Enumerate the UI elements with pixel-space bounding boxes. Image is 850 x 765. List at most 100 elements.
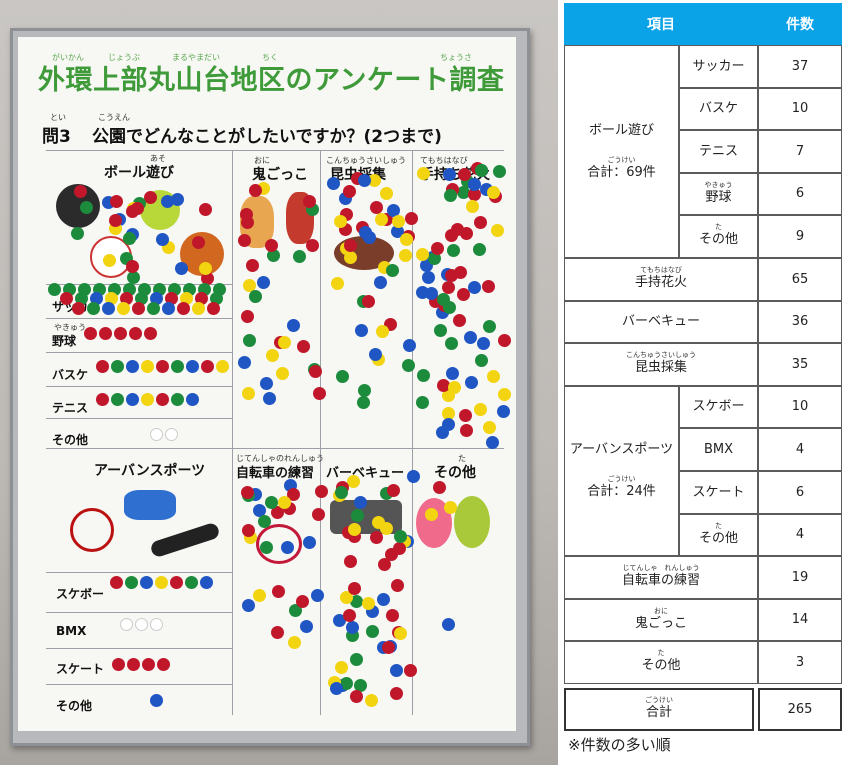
sticker-dot (416, 286, 429, 300)
sticker-dot (199, 261, 213, 275)
ruby-text: おに (654, 606, 668, 615)
cell-text: 265 (787, 701, 813, 717)
sticker-dot (399, 249, 413, 263)
sticker-dot (368, 173, 382, 187)
sticker-dot (400, 232, 414, 246)
sticker-dot (380, 186, 394, 200)
sticker-dot (344, 555, 358, 569)
cell-text: 4 (795, 441, 805, 457)
cell-text: その他 (698, 232, 738, 248)
ruby-text: た (715, 223, 722, 232)
sticker-dot (278, 336, 292, 350)
sticker-dot (156, 393, 169, 406)
cell-text: BMX (703, 441, 734, 457)
grid-line (46, 448, 504, 449)
sticker-dot (459, 226, 473, 240)
cell-title-bbq: バーベキュー (326, 466, 405, 481)
cell-text: スケート (692, 484, 745, 500)
sub-item-cell: スケボー (679, 385, 758, 429)
cell-ruby: てもちはなび (420, 156, 468, 165)
sticker-dot (102, 302, 115, 315)
sticker-dot (365, 693, 379, 707)
sticker-dot (374, 276, 388, 290)
sticker-dot (84, 327, 97, 340)
sticker-dot (200, 272, 214, 286)
sticker-dot (99, 327, 112, 340)
sticker-dot (271, 584, 285, 598)
cell-text: 36 (791, 314, 809, 330)
sticker-dot (125, 259, 139, 273)
sticker-dot (334, 486, 348, 500)
cell-text: 6 (795, 186, 805, 202)
sticker-dot (369, 530, 383, 544)
grid-line (46, 648, 232, 649)
sticker-dot (349, 653, 363, 667)
sticker-dot (457, 186, 471, 200)
row-ruby: やきゅう (54, 323, 86, 332)
sticker-dot (278, 495, 292, 509)
sticker-dot (376, 325, 390, 339)
sticker-dot (463, 331, 477, 345)
item-cell: バーベキュー (564, 300, 758, 344)
sticker-dot (287, 319, 301, 333)
sticker-dot (492, 165, 506, 179)
sticker-dot (327, 176, 341, 190)
sticker-dot (144, 327, 157, 340)
sticker-dot (417, 369, 431, 382)
sticker-dot (357, 384, 371, 398)
sticker-dot (342, 608, 356, 622)
sticker-dot (264, 496, 278, 510)
sticker-dot (336, 370, 350, 384)
sticker-dot (259, 540, 273, 554)
sticker-dot (177, 302, 190, 315)
sticker-dot (334, 661, 348, 675)
sticker-dot (474, 216, 488, 230)
sticker-dot (386, 263, 400, 277)
sticker-dot (441, 407, 455, 421)
sticker-dot (207, 302, 220, 315)
sticker-dot (170, 576, 183, 589)
sticker-dot (243, 279, 257, 293)
poster-photo: がいかん じょうぶ まるやまだい ちく ちょうさ 外環上部丸山台地区のアンケート… (0, 0, 558, 765)
cell-ruby: こんちゅうさいしゅう (326, 156, 406, 165)
cell-ruby: た (458, 454, 466, 463)
sticker-dot (443, 188, 457, 202)
sticker-dot (150, 694, 163, 707)
sticker-dot (496, 404, 510, 418)
sticker-dot (257, 275, 271, 289)
inline-skate-icon (124, 490, 176, 520)
sticker-dot (340, 676, 354, 690)
sticker-dot (475, 354, 489, 368)
sticker-dot (264, 238, 278, 252)
cell-ruby: あそ (150, 154, 166, 163)
sticker-dot (310, 589, 324, 603)
sticker-dot (246, 259, 259, 273)
sub-item-cell: テニス (679, 130, 758, 173)
ruby-text: ごうけい (607, 475, 636, 484)
row-label-skateboard: スケボー (56, 587, 105, 601)
sticker-dot (482, 280, 496, 294)
header-item: 項目 (564, 3, 758, 45)
sticker-dot (366, 625, 380, 639)
row-label-tennis: テニス (52, 401, 89, 415)
sticker-dot (456, 288, 470, 302)
bicycle-icon (256, 524, 302, 564)
sticker-dot (315, 485, 329, 499)
sticker-dot (198, 202, 212, 216)
sticker-dot (308, 364, 322, 378)
sticker-dot (238, 356, 252, 370)
grid-line (320, 150, 321, 715)
cell-text: 10 (791, 101, 809, 117)
sticker-dot (71, 227, 85, 241)
sticker-dot (155, 576, 168, 589)
sticker-dot (344, 250, 358, 264)
sticker-dot (147, 302, 160, 315)
sticker-dot (242, 386, 256, 400)
row-label-skate: スケート (56, 662, 105, 676)
sticker-dot (80, 201, 94, 215)
sticker-dot (394, 626, 408, 640)
sticker-dot (356, 395, 370, 409)
sticker-dot (266, 349, 280, 363)
sticker-dot (180, 292, 193, 305)
sticker-dot (162, 302, 175, 315)
